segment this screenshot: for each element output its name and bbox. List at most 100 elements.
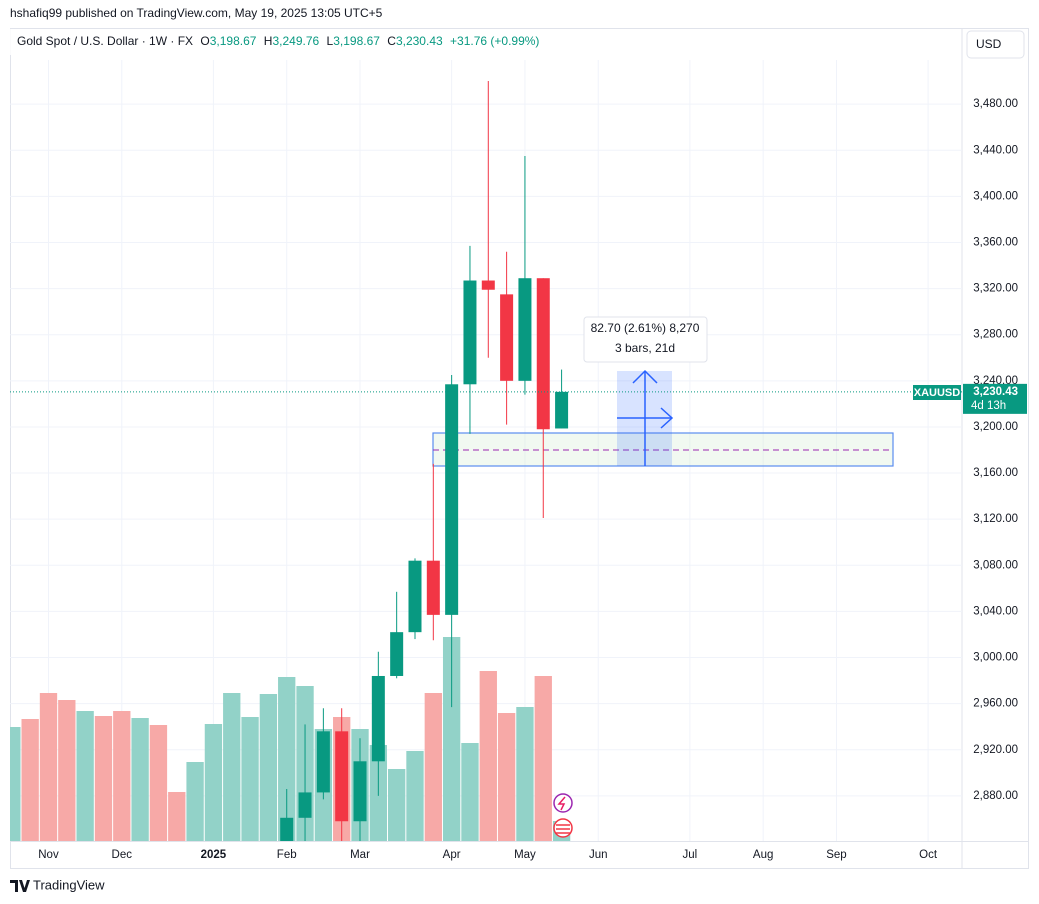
candle-body <box>353 761 367 822</box>
x-tick-label: Dec <box>112 849 133 861</box>
volume-bar <box>58 700 76 841</box>
volume-bar <box>186 762 204 841</box>
volume-bar <box>168 792 186 841</box>
publish-header: hshafiq99 published on TradingView.com, … <box>10 6 383 20</box>
volume-bar <box>461 743 479 841</box>
symbol-tag-text: XAUUSD <box>914 387 961 399</box>
x-tick-label: Feb <box>277 849 297 861</box>
x-tick-label: Aug <box>753 849 773 861</box>
measure-arrowhead-h <box>660 407 674 429</box>
x-tick-label: Oct <box>919 849 938 861</box>
y-tick-label: 3,200.00 <box>973 421 1018 433</box>
symbol-tag <box>913 385 961 400</box>
legend-bg <box>0 29 961 55</box>
candle-body <box>298 792 312 818</box>
y-tick-label: 3,480.00 <box>973 98 1018 110</box>
candle-body <box>426 560 440 615</box>
candle-body <box>335 731 349 822</box>
x-tick-label: Mar <box>350 849 370 861</box>
currency-label[interactable]: USD <box>976 37 1002 51</box>
volume-bar <box>10 727 21 841</box>
y-tick-label: 3,160.00 <box>973 467 1018 479</box>
volume-bar <box>94 716 113 841</box>
y-tick-label: 3,240.00 <box>973 375 1018 387</box>
candle-body <box>500 294 514 381</box>
x-tick-label: Apr <box>443 849 461 861</box>
y-tick-label: 2,960.00 <box>973 698 1018 710</box>
legend-l-key: L <box>327 34 334 48</box>
x-tick-label: Jul <box>683 849 698 861</box>
volume-bar <box>442 637 461 841</box>
legend: Gold Spot / U.S. Dollar · 1W · FX O3,198… <box>17 34 539 48</box>
volume-bar <box>76 711 94 841</box>
news-icon[interactable] <box>553 818 573 838</box>
legend-h-key: H <box>264 34 273 48</box>
volume-bar <box>497 713 516 841</box>
event-icon-bolt <box>557 796 566 811</box>
volume-bar <box>479 671 497 841</box>
candles <box>10 81 962 841</box>
legend-h: 3,249.76 <box>272 34 319 48</box>
y-tick-label: 3,280.00 <box>973 329 1018 341</box>
volume-bar <box>204 724 223 841</box>
volume-bar <box>241 717 259 841</box>
volume-bar <box>131 718 149 841</box>
news-icon-stripes <box>556 824 570 834</box>
volume-bar <box>278 677 296 841</box>
axes: 2,880.00 2,920.00 2,960.00 3,000.00 3,040.00… <box>38 98 1027 861</box>
y-tick-label: 3,360.00 <box>973 237 1018 249</box>
y-tick-label: 3,080.00 <box>973 559 1018 571</box>
footer-logo <box>10 880 30 892</box>
volume-bar <box>223 693 241 841</box>
legend-o-key: O <box>200 34 209 48</box>
legend-c-key: C <box>387 34 396 48</box>
measure-line2: 3 bars, 21d <box>615 341 675 355</box>
volume-bar <box>149 725 168 841</box>
y-tick-label: 3,440.00 <box>973 144 1018 156</box>
candle-body <box>518 278 532 381</box>
y-tick-label: 2,880.00 <box>973 790 1018 802</box>
candle-body <box>536 278 550 430</box>
x-tick-label: Jun <box>589 849 608 861</box>
volume-bar <box>388 769 406 841</box>
measure-line1: 82.70 (2.61%) 8,270 <box>591 321 700 335</box>
legend-title: Gold Spot / U.S. Dollar · 1W · FX <box>17 34 193 48</box>
candle-body <box>371 675 385 762</box>
candle-body <box>555 391 569 429</box>
legend-o: 3,198.67 <box>210 34 257 48</box>
measure-tooltip <box>583 316 708 363</box>
candle-body <box>408 560 422 633</box>
footer-brand: TradingView <box>33 877 105 892</box>
price-tag <box>963 383 1027 414</box>
volume-bar <box>21 719 39 841</box>
y-tick-label: 3,120.00 <box>973 513 1018 525</box>
x-tick-label: Nov <box>38 849 59 861</box>
candle-body <box>463 280 477 385</box>
y-tick-label: 3,040.00 <box>973 605 1018 617</box>
legend-c: 3,230.43 <box>396 34 443 48</box>
candle-body <box>390 632 404 676</box>
y-tick-label: 3,320.00 <box>973 283 1018 295</box>
legend-change: +31.76 (+0.99%) <box>450 34 539 48</box>
volume-bar <box>259 694 278 841</box>
event-icon[interactable] <box>553 793 573 813</box>
price-tag-value: 3,230.43 <box>973 386 1018 398</box>
x-tick-label: 2025 <box>201 849 227 861</box>
y-tick-label: 3,000.00 <box>973 652 1018 664</box>
volume-bar <box>406 751 424 841</box>
volume-bar <box>39 693 58 841</box>
y-tick-label: 3,400.00 <box>973 190 1018 202</box>
chart-frame <box>10 28 1029 869</box>
volume-bar <box>113 711 131 841</box>
currency-button[interactable] <box>966 30 1025 59</box>
measure-arrowhead-v <box>632 369 658 384</box>
candle-body <box>316 731 330 793</box>
volume-bar <box>424 693 442 841</box>
x-tick-label: Sep <box>826 849 846 861</box>
price-tag-countdown: 4d 13h <box>971 400 1006 412</box>
candle-body <box>481 280 495 290</box>
volume-bar <box>534 676 552 841</box>
x-tick-label: May <box>514 849 536 861</box>
